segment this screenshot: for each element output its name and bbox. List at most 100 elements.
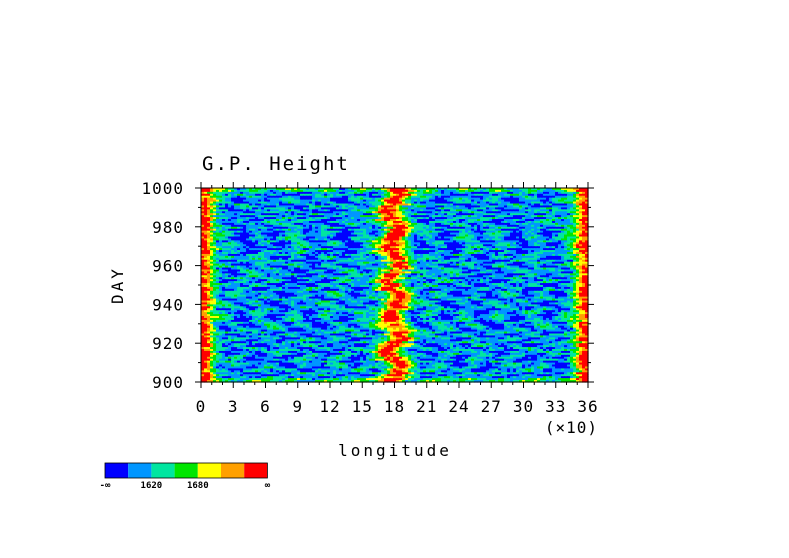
heatmap-cell — [540, 209, 544, 212]
heatmap-cell — [555, 213, 559, 216]
heatmap-cell — [582, 207, 586, 210]
heatmap-cell — [306, 222, 310, 226]
heatmap-cell — [504, 240, 508, 243]
heatmap-cell — [489, 213, 493, 216]
heatmap-cell — [450, 213, 454, 216]
heatmap-cell — [318, 224, 322, 228]
heatmap-cell — [315, 209, 319, 212]
heatmap-cell — [309, 211, 313, 214]
heatmap-cell — [255, 236, 259, 240]
heatmap-cell — [225, 215, 229, 218]
heatmap-cell — [510, 193, 514, 197]
heatmap-cell — [357, 199, 361, 203]
heatmap-cell — [435, 195, 439, 199]
heatmap-cell — [582, 205, 586, 208]
heatmap-cell — [243, 219, 247, 222]
heatmap-cell — [393, 240, 397, 243]
heatmap-cell — [510, 219, 514, 222]
heatmap-cell — [309, 193, 313, 197]
heatmap-cell — [228, 236, 232, 240]
heatmap-cell — [282, 244, 286, 247]
heatmap-cell — [228, 203, 232, 207]
heatmap-cell — [300, 189, 304, 193]
heatmap-cell — [297, 188, 301, 191]
heatmap-cell — [384, 215, 388, 218]
heatmap-cell — [549, 209, 553, 212]
heatmap-cell — [387, 234, 391, 238]
heatmap-cell — [576, 203, 580, 207]
heatmap-cell — [327, 238, 331, 241]
heatmap-cell — [279, 228, 283, 232]
heatmap-cell — [351, 191, 355, 195]
heatmap-cell — [492, 224, 496, 228]
heatmap-cell — [525, 236, 529, 240]
heatmap-cell — [396, 189, 400, 193]
heatmap-cell — [267, 205, 271, 208]
heatmap-cell — [561, 234, 565, 238]
heatmap-cell — [306, 209, 310, 212]
heatmap-cell — [426, 191, 430, 195]
heatmap-cell — [474, 213, 478, 216]
heatmap-cell — [546, 199, 550, 203]
heatmap-cell — [585, 189, 589, 193]
heatmap-cell — [561, 217, 565, 220]
heatmap-cell — [369, 209, 373, 212]
heatmap-cell — [210, 193, 214, 197]
heatmap-cell — [201, 222, 205, 226]
heatmap-cell — [477, 242, 481, 245]
heatmap-cell — [246, 246, 250, 249]
heatmap-cell — [516, 201, 520, 205]
heatmap-cell — [531, 234, 535, 238]
heatmap-cell — [378, 230, 382, 234]
heatmap-cell — [528, 240, 532, 243]
heatmap-cell — [360, 199, 364, 203]
heatmap-cell — [309, 224, 313, 228]
heatmap-cell — [231, 242, 235, 245]
heatmap-cell — [405, 211, 409, 214]
heatmap-cell — [237, 189, 241, 193]
heatmap-cell — [552, 219, 556, 222]
heatmap-cell — [228, 209, 232, 212]
heatmap-cell — [420, 189, 424, 193]
heatmap-cell — [450, 240, 454, 243]
heatmap-cell — [411, 203, 415, 207]
heatmap-cell — [216, 195, 220, 199]
heatmap-cell — [453, 224, 457, 228]
heatmap-cell — [234, 234, 238, 238]
heatmap-cell — [204, 226, 208, 230]
heatmap-cell — [450, 244, 454, 247]
heatmap-cell — [531, 209, 535, 212]
heatmap-cell — [405, 195, 409, 199]
heatmap-cell — [267, 201, 271, 205]
heatmap-cell — [216, 222, 220, 226]
heatmap-cell — [579, 199, 583, 203]
heatmap-cell — [447, 219, 451, 222]
heatmap-cell — [447, 238, 451, 241]
heatmap-cell — [261, 226, 265, 230]
heatmap-cell — [351, 224, 355, 228]
heatmap-cell — [333, 191, 337, 195]
heatmap-cell — [294, 222, 298, 226]
heatmap-cell — [543, 193, 547, 197]
heatmap-cell — [450, 197, 454, 201]
heatmap-cell — [231, 219, 235, 222]
heatmap-cell — [567, 236, 571, 240]
heatmap-cell — [309, 205, 313, 208]
heatmap-cell — [492, 199, 496, 203]
heatmap-cell — [300, 203, 304, 207]
heatmap-cell — [243, 191, 247, 195]
heatmap-cell — [306, 199, 310, 203]
heatmap-cell — [282, 207, 286, 210]
heatmap-cell — [312, 224, 316, 228]
heatmap-cell — [315, 236, 319, 240]
heatmap-cell — [462, 211, 466, 214]
heatmap-cell — [333, 199, 337, 203]
heatmap-cell — [363, 199, 367, 203]
heatmap-cell — [489, 203, 493, 207]
heatmap-cell — [285, 224, 289, 228]
heatmap-cell — [504, 189, 508, 193]
heatmap-cell — [582, 215, 586, 218]
heatmap-cell — [360, 188, 364, 191]
heatmap-cell — [354, 203, 358, 207]
heatmap-cell — [579, 230, 583, 234]
